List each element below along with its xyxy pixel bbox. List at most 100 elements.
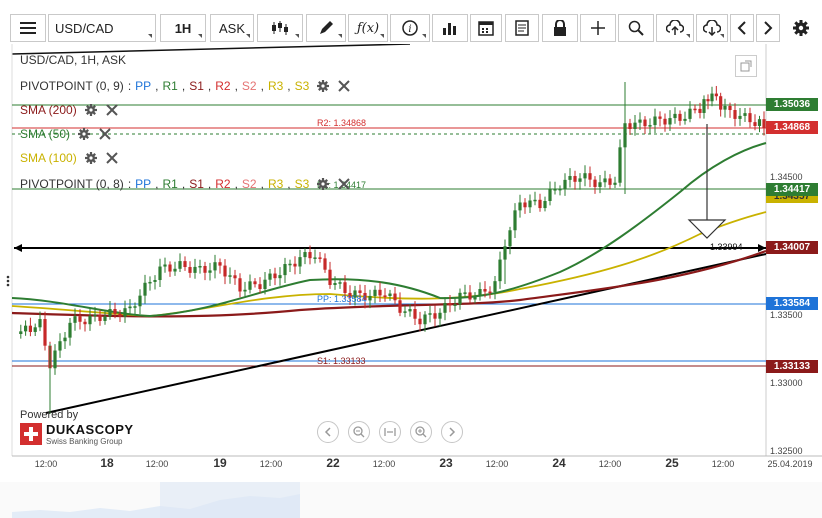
symbol-select[interactable]: USD/CAD: [48, 14, 156, 42]
document-icon: [515, 20, 529, 36]
maximize-button[interactable]: [735, 55, 757, 77]
drawing-tools-button[interactable]: [306, 14, 346, 42]
candle-body: [558, 188, 562, 191]
candle-body: [393, 293, 397, 301]
maximize-icon: [740, 60, 752, 72]
close-icon[interactable]: [105, 151, 119, 165]
zoom-out-button[interactable]: [348, 421, 370, 443]
candle-body: [443, 303, 447, 313]
legend-sma-100: SMA (100): [20, 151, 119, 165]
scroll-right-button[interactable]: [756, 14, 780, 42]
close-icon[interactable]: [337, 79, 351, 93]
gear-icon[interactable]: [316, 177, 330, 191]
lock-button[interactable]: [542, 14, 578, 42]
settings-button[interactable]: [786, 14, 816, 42]
candle-body: [418, 318, 422, 325]
reset-zoom-button[interactable]: [379, 421, 401, 443]
candle-body: [473, 295, 477, 300]
gear-icon[interactable]: [316, 79, 330, 93]
candle-body: [193, 266, 197, 273]
candle-body: [663, 118, 667, 125]
candle-body: [719, 96, 723, 110]
price-tick: 1.33000: [770, 378, 803, 388]
time-label: 12:00: [711, 459, 735, 469]
volume-button[interactable]: [432, 14, 468, 42]
candle-body: [493, 281, 497, 292]
candle-body: [253, 281, 257, 285]
chart-type-button[interactable]: [257, 14, 303, 42]
candle-body: [638, 119, 642, 123]
chart-canvas[interactable]: [0, 44, 822, 518]
chart-area[interactable]: R2: 1.34868 R1: 1.34417 PP: 1.33584 S1: …: [0, 44, 822, 518]
candle-body: [398, 300, 402, 313]
time-label: 12:00: [259, 459, 283, 469]
candle-body: [313, 257, 317, 259]
candle-body: [533, 199, 537, 202]
download-button[interactable]: [696, 14, 728, 42]
close-icon[interactable]: [105, 103, 119, 117]
candle-body: [113, 309, 117, 314]
scroll-forward-button[interactable]: [441, 421, 463, 443]
candle-body: [408, 309, 412, 312]
price-side-label: ASK: [218, 20, 245, 36]
r2-label: R2: 1.34868: [317, 118, 367, 128]
trend-line: [45, 253, 767, 414]
gear-icon: [793, 20, 809, 36]
timeframe-select[interactable]: 1H: [160, 14, 206, 42]
gear-icon[interactable]: [84, 151, 98, 165]
powered-by-text: Powered by: [20, 409, 79, 421]
calendar-button[interactable]: [470, 14, 502, 42]
candle-body: [103, 316, 107, 321]
crosshair-icon: [591, 21, 605, 35]
gear-icon[interactable]: [84, 103, 98, 117]
price-label-r2-08: 1.34868: [766, 121, 818, 134]
crosshair-button[interactable]: [580, 14, 616, 42]
lock-icon: [554, 20, 566, 36]
navigator[interactable]: [0, 482, 822, 518]
candle-body: [258, 284, 262, 289]
candle-body: [548, 189, 552, 202]
gear-icon[interactable]: [77, 127, 91, 141]
date-label: 23: [439, 456, 453, 470]
zoom-in-button[interactable]: [410, 421, 432, 443]
report-button[interactable]: [505, 14, 539, 42]
candle-body: [328, 269, 332, 285]
price-side-select[interactable]: ASK: [210, 14, 254, 42]
candle-body: [723, 105, 727, 110]
menu-button[interactable]: [10, 14, 46, 42]
price-label-s1: 1.33133: [766, 360, 818, 373]
chevron-down-icon: [198, 34, 202, 38]
candle-body: [483, 289, 487, 292]
candle-body: [383, 295, 387, 297]
brand-name: DUKASCOPY: [46, 422, 134, 437]
time-label: 12:00: [485, 459, 509, 469]
candle-body: [263, 279, 267, 289]
candle-body: [738, 115, 742, 119]
scroll-left-button[interactable]: [730, 14, 754, 42]
candle-body: [19, 331, 23, 334]
r1-label: R1: 1.34417: [317, 180, 367, 190]
close-icon[interactable]: [98, 127, 112, 141]
zoom-button[interactable]: [618, 14, 654, 42]
upload-button[interactable]: [656, 14, 694, 42]
candle-body: [353, 290, 357, 298]
legend-s3: S3: [294, 177, 310, 191]
candle-body: [338, 282, 342, 284]
candle-body: [273, 273, 277, 279]
scroll-back-button[interactable]: [317, 421, 339, 443]
close-icon[interactable]: [337, 177, 351, 191]
candle-body: [143, 282, 147, 296]
candle-body: [248, 281, 252, 290]
indicators-button[interactable]: ƒ(x): [348, 14, 388, 42]
resize-handle[interactable]: [6, 274, 10, 288]
price-label-r2-09: 1.35036: [766, 98, 818, 111]
svg-text:i: i: [408, 24, 411, 35]
candle-body: [153, 280, 157, 282]
candle-body: [68, 322, 72, 338]
legend-s1: S1: [189, 79, 204, 93]
candle-body: [78, 316, 82, 322]
info-button[interactable]: i: [390, 14, 430, 42]
candle-body: [728, 105, 732, 111]
candlestick-series: [19, 82, 766, 414]
symbol-label: USD/CAD: [55, 20, 114, 36]
